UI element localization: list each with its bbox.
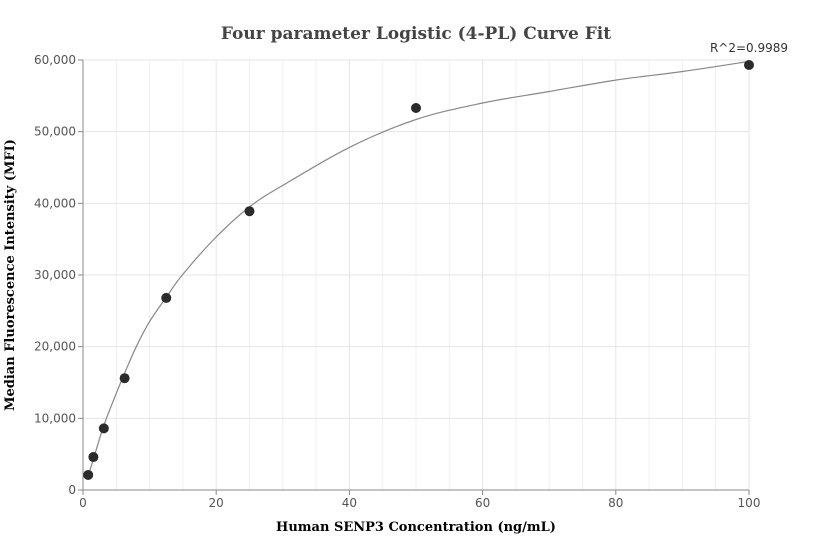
- x-axis-ticks: 0 20 40 60 80 100: [79, 490, 760, 510]
- y-tick-label: 60,000: [34, 53, 76, 67]
- x-tick-label: 0: [79, 496, 87, 510]
- y-tick-label: 0: [68, 483, 76, 497]
- y-axis-label: Median Fluorescence Intensity (MFI): [3, 139, 18, 411]
- data-point: [744, 60, 754, 71]
- data-point: [244, 206, 255, 217]
- data-point: [83, 469, 94, 480]
- y-tick-label: 50,000: [34, 125, 76, 139]
- y-tick-label: 40,000: [34, 196, 76, 210]
- y-axis-ticks: 0 10,000 20,000 30,000 40,000 50,000 60,000: [34, 53, 83, 497]
- data-point: [161, 292, 172, 303]
- y-tick-label: 20,000: [34, 340, 76, 354]
- y-tick-label: 10,000: [34, 411, 76, 425]
- fit-curve-line: [87, 60, 750, 476]
- r-squared-annotation: R^2=0.9989: [710, 41, 788, 55]
- x-axis-label: Human SENP3 Concentration (ng/mL): [276, 520, 556, 535]
- data-point: [119, 373, 130, 384]
- x-tick-label: 100: [738, 496, 761, 510]
- data-points: [83, 60, 754, 480]
- x-tick-label: 60: [475, 496, 490, 510]
- x-tick-label: 40: [342, 496, 357, 510]
- y-tick-label: 30,000: [34, 268, 76, 282]
- data-point: [88, 452, 99, 463]
- data-point: [98, 423, 109, 434]
- x-tick-label: 80: [608, 496, 623, 510]
- chart-title: Four parameter Logistic (4-PL) Curve Fit: [221, 24, 611, 44]
- x-tick-label: 20: [209, 496, 224, 510]
- data-point: [411, 103, 421, 114]
